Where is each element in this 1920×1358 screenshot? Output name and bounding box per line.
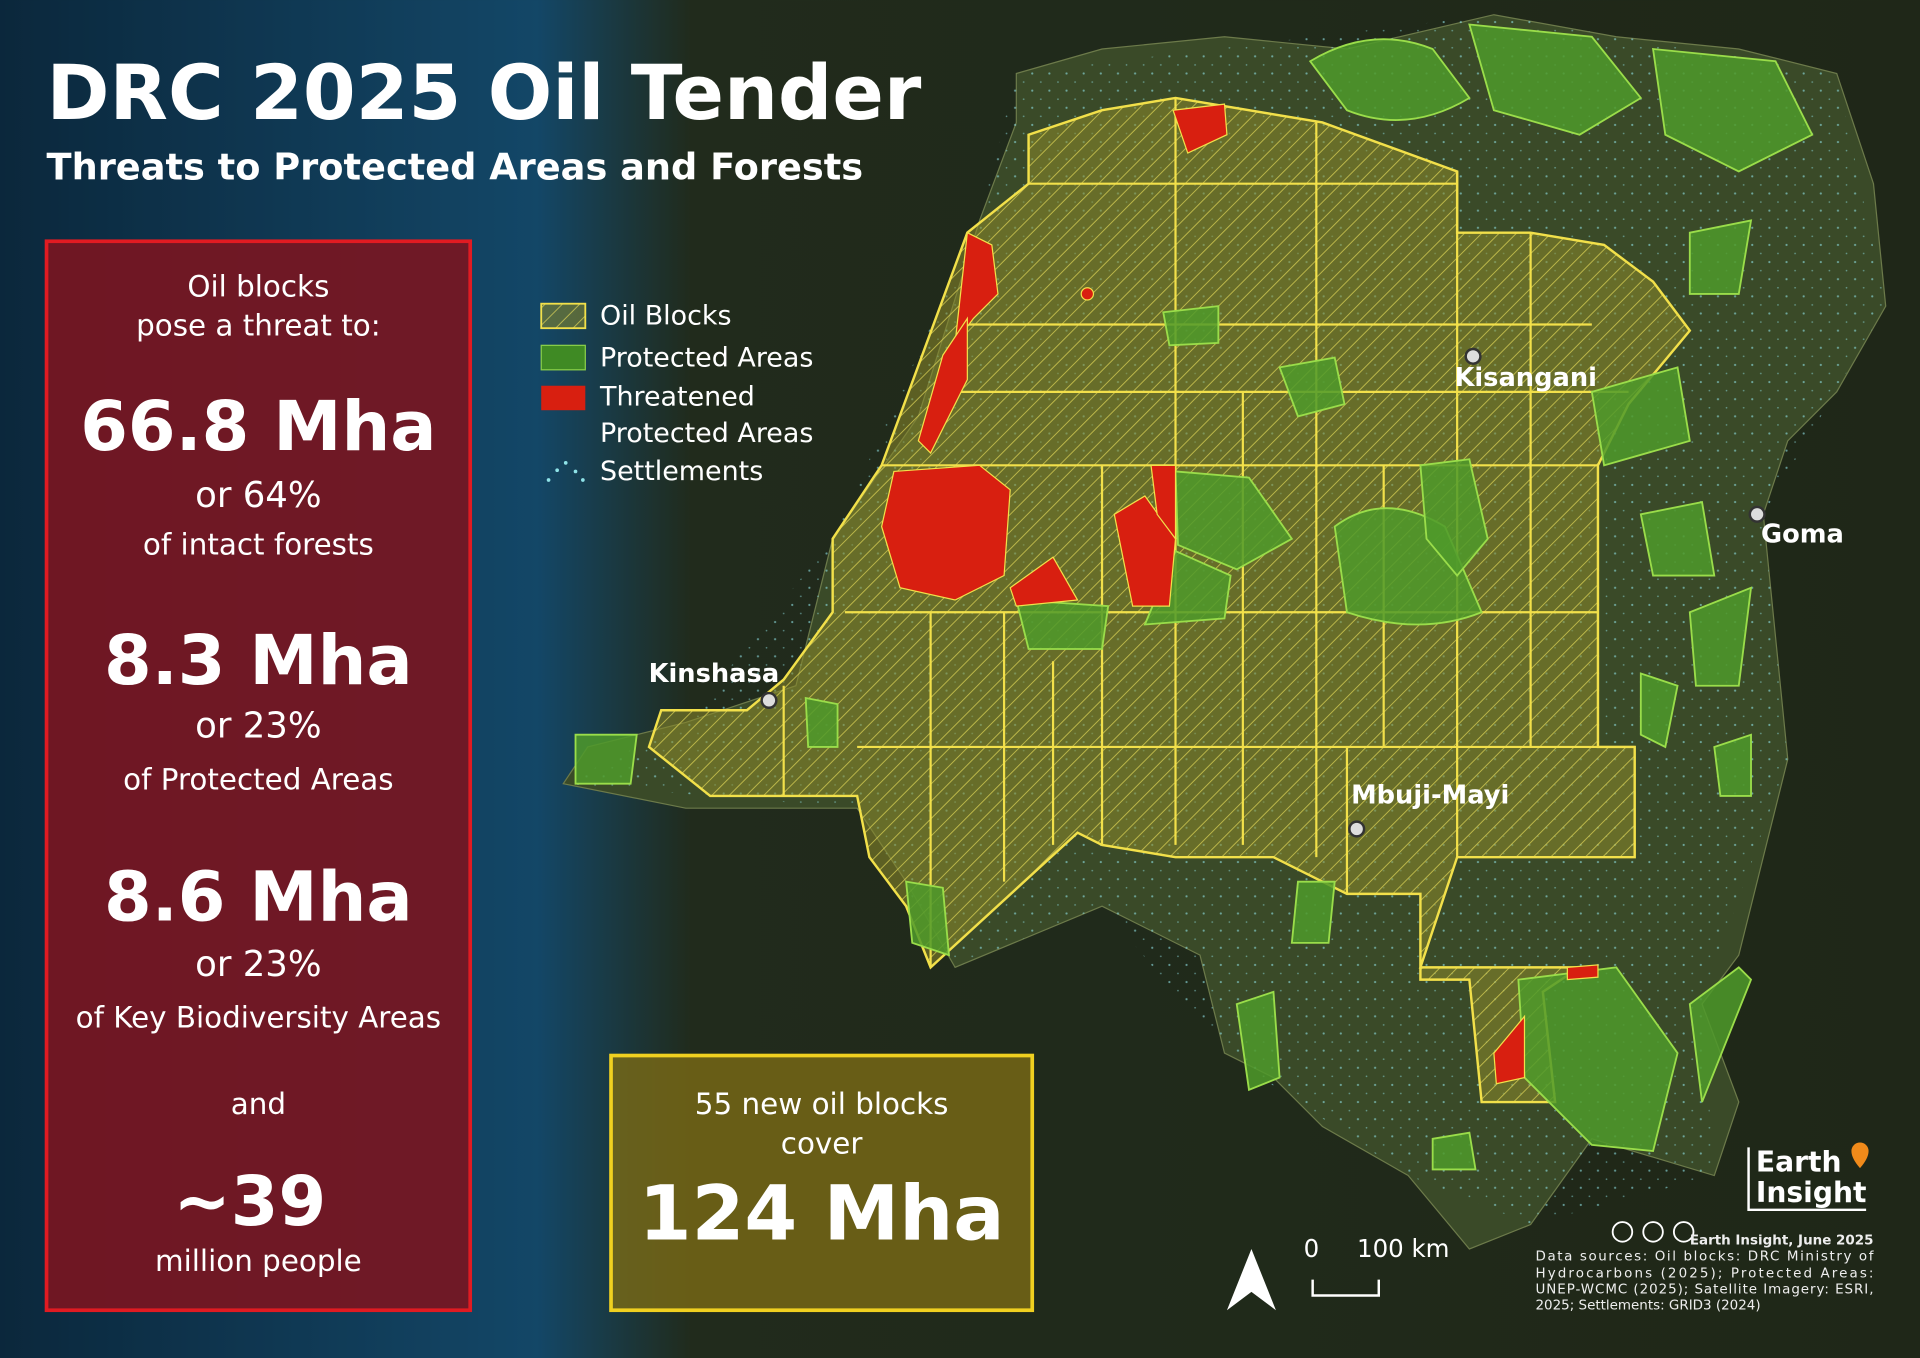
stat-share: or 23% [195, 944, 322, 985]
subtitle: Threats to Protected Areas and Forests [47, 146, 864, 189]
city-label: Kisangani [1454, 363, 1597, 393]
callout-text: cover [781, 1126, 864, 1160]
callout-box [609, 1053, 1035, 1313]
stat-value: 8.6 Mha [104, 857, 413, 937]
legend: Oil Blocks Protected Areas Threatened Pr… [540, 301, 813, 487]
connector: and [231, 1087, 286, 1121]
stat-share: or 23% [195, 705, 322, 746]
city-dot [1464, 347, 1482, 365]
legend-swatch [541, 385, 586, 411]
logo-text: Insight [1756, 1176, 1867, 1209]
legend-label: Oil Blocks [600, 301, 732, 332]
logo-text: Earth [1756, 1145, 1842, 1178]
legend-swatch [540, 302, 587, 330]
threatened-areas [881, 103, 1599, 1085]
callout-value: 124 Mha [639, 1169, 1005, 1257]
legend-label: Settlements [600, 456, 763, 487]
logo-frame [1747, 1147, 1867, 1212]
title: DRC 2025 Oil Tender [47, 49, 922, 137]
stat-value: 8.3 Mha [104, 621, 413, 701]
scale-label: 0 [1304, 1234, 1320, 1263]
threat-panel [44, 239, 473, 1313]
city-dot [760, 691, 778, 709]
people-label: million people [155, 1244, 362, 1278]
credits-source: Data sources: Oil blocks: DRC Ministry o… [1536, 1249, 1874, 1264]
city-dot [1748, 505, 1766, 523]
north-arrow [1226, 1249, 1276, 1311]
scale-label: 100 km [1357, 1234, 1450, 1263]
credits-source: Hydrocarbons (2025); Protected Areas: [1536, 1266, 1874, 1281]
logo-pin [1851, 1142, 1869, 1169]
city-label: Kinshasa [649, 659, 780, 689]
panel-intro: Oil blocks [187, 269, 329, 303]
city-dot [1348, 820, 1366, 838]
legend-swatch [540, 344, 586, 371]
stat-of: of Protected Areas [123, 763, 393, 797]
city-label: Mbuji-Mayi [1351, 780, 1509, 810]
stat-value: 66.8 Mha [80, 387, 436, 467]
credits-byline: Earth Insight, June 2025 [1690, 1233, 1874, 1248]
stat-share: or 64% [195, 475, 322, 516]
legend-label: Protected Areas [600, 418, 813, 449]
stat-of: of intact forests [143, 528, 374, 562]
city-label: Goma [1761, 520, 1844, 550]
scale-bar [1311, 1279, 1380, 1297]
panel-intro: pose a threat to: [136, 308, 381, 342]
stat-of: of Key Biodiversity Areas [76, 1000, 441, 1034]
credits-source: UNEP-WCMC (2025); Satellite Imagery: ESR… [1536, 1282, 1874, 1297]
people-value: ~39 [173, 1162, 326, 1242]
legend-label: Protected Areas [600, 342, 813, 373]
legend-label: Threatened [599, 381, 755, 412]
callout-text: 55 new oil blocks [695, 1087, 949, 1121]
legend-swatch [546, 461, 585, 482]
credits-source: 2025; Settlements: GRID3 (2024) [1536, 1298, 1761, 1313]
license-icons [1611, 1221, 1695, 1243]
